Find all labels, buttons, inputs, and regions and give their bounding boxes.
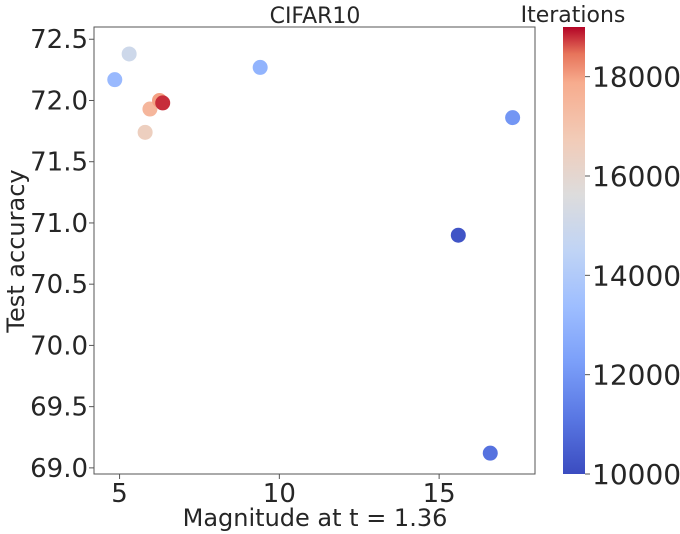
scatter-point bbox=[121, 46, 137, 62]
scatter-point bbox=[482, 445, 498, 461]
scatter-point bbox=[155, 95, 171, 111]
scatter-point bbox=[142, 101, 158, 117]
y-tick-label: 72.5 bbox=[30, 25, 88, 55]
scatter-point bbox=[505, 110, 521, 126]
y-axis-ticks: 69.0 69.5 70.0 70.5 71.0 71.5 72.0 72.5 bbox=[30, 25, 94, 484]
x-tick-label: 5 bbox=[111, 479, 128, 509]
scatter-point bbox=[137, 124, 153, 140]
colorbar bbox=[563, 27, 585, 474]
y-tick-label: 72.0 bbox=[30, 86, 88, 116]
colorbar-tick-label: 14000 bbox=[592, 259, 680, 292]
y-tick-label: 69.0 bbox=[30, 454, 88, 484]
y-tick-label: 69.5 bbox=[30, 393, 88, 423]
colorbar-label: Iterations bbox=[521, 3, 626, 28]
x-tick-label: 10 bbox=[263, 479, 296, 509]
colorbar-tick-label: 18000 bbox=[592, 61, 680, 94]
x-tick-label: 15 bbox=[423, 479, 456, 509]
scatter-point bbox=[107, 72, 123, 88]
y-axis-label: Test accuracy bbox=[2, 169, 30, 333]
chart-title: CIFAR10 bbox=[270, 4, 361, 29]
y-tick-label: 70.5 bbox=[30, 270, 88, 300]
scatter-point bbox=[252, 59, 268, 75]
x-axis-ticks: 5 10 15 bbox=[111, 474, 456, 509]
colorbar-tick-label: 12000 bbox=[592, 359, 680, 392]
y-tick-label: 71.0 bbox=[30, 209, 88, 239]
scatter-point bbox=[450, 227, 466, 243]
plot-area bbox=[93, 26, 536, 475]
colorbar-ticks: 10000 12000 14000 16000 18000 bbox=[585, 61, 680, 491]
x-axis-label: Magnitude at t = 1.36 bbox=[183, 504, 448, 532]
colorbar-tick-label: 16000 bbox=[592, 160, 680, 193]
y-tick-label: 70.0 bbox=[30, 331, 88, 361]
colorbar-tick-label: 10000 bbox=[592, 458, 680, 491]
scatter-points bbox=[107, 46, 521, 461]
y-tick-label: 71.5 bbox=[30, 148, 88, 178]
